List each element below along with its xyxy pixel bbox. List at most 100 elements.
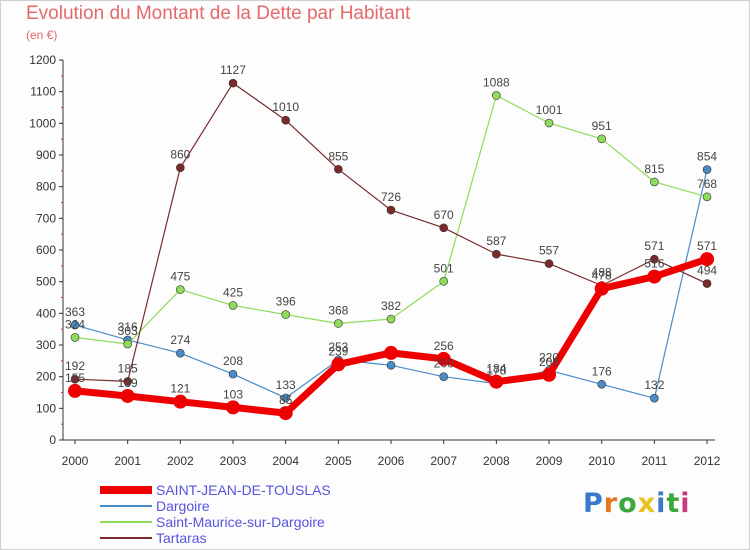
data-point <box>597 379 607 389</box>
data-point <box>281 310 290 319</box>
data-label: 220 <box>539 350 559 364</box>
data-label: 478 <box>592 269 612 283</box>
data-point <box>594 281 609 296</box>
data-label: 239 <box>328 344 348 358</box>
logo-letter: t <box>666 488 681 519</box>
y-tick-label: 1200 <box>29 53 56 67</box>
data-point <box>436 351 451 366</box>
y-tick-label: 600 <box>36 243 56 257</box>
data-point <box>334 319 343 328</box>
data-label: 274 <box>170 333 190 347</box>
data-point <box>278 406 293 421</box>
x-tick-label: 2012 <box>694 454 721 468</box>
data-label: 494 <box>697 264 717 278</box>
data-point <box>702 165 712 174</box>
data-label: 176 <box>592 364 612 378</box>
data-label: 815 <box>644 162 664 176</box>
y-tick-label: 700 <box>36 211 56 225</box>
y-tick-label: 900 <box>36 148 56 162</box>
y-tick-label: 100 <box>36 401 56 415</box>
data-label: 1127 <box>220 63 246 77</box>
data-label: 425 <box>223 285 243 299</box>
x-tick-label: 2003 <box>220 454 247 468</box>
data-point <box>70 320 80 330</box>
data-point <box>650 254 659 264</box>
data-label: 133 <box>276 378 296 392</box>
data-point <box>439 372 448 381</box>
data-point <box>70 374 80 384</box>
legend-swatch <box>100 505 152 507</box>
data-label: 155 <box>65 371 85 385</box>
chart-subtitle: (en €) <box>26 28 58 42</box>
y-tick-label: 0 <box>49 433 56 447</box>
data-label: 587 <box>486 234 506 248</box>
data-label: 178 <box>486 364 506 378</box>
series-saint-maurice-sur-dargoire <box>70 91 712 349</box>
data-point <box>228 301 238 310</box>
data-point <box>123 377 132 386</box>
data-label: 557 <box>539 244 559 258</box>
data-point <box>650 177 659 187</box>
data-point <box>702 192 712 202</box>
data-label: 571 <box>697 239 717 253</box>
data-point <box>650 393 659 403</box>
logo-letter: P <box>583 488 604 519</box>
data-point <box>228 78 238 88</box>
logo-letter: x <box>637 488 657 519</box>
data-label: 670 <box>434 208 454 222</box>
data-point <box>226 400 241 415</box>
data-point <box>70 333 80 342</box>
data-label: 501 <box>434 261 454 275</box>
y-tick-label: 800 <box>36 180 56 194</box>
x-tick-label: 2011 <box>641 454 667 468</box>
legend-label: SAINT-JEAN-DE-TOUSLAS <box>156 482 331 498</box>
data-label: 363 <box>65 305 85 319</box>
x-tick-label: 2001 <box>114 454 141 468</box>
data-label: 316 <box>118 320 138 334</box>
logo-letter: i <box>680 488 691 519</box>
legend-swatch <box>100 537 152 539</box>
data-point <box>176 348 185 358</box>
data-label: 200 <box>434 357 454 371</box>
y-tick-label: 400 <box>36 306 56 320</box>
data-point <box>544 118 554 128</box>
data-point <box>439 223 448 233</box>
data-label: 571 <box>644 239 664 253</box>
data-label: 192 <box>65 359 85 373</box>
data-point <box>176 285 185 294</box>
line-chart: 0 100 200 300 400 500 600 700 800 900 1000 1100 1200… <box>29 53 721 468</box>
data-point <box>173 394 188 409</box>
data-point <box>123 339 132 349</box>
data-label: 85 <box>279 393 293 407</box>
x-tick-label: 2007 <box>430 454 457 468</box>
data-point <box>700 252 715 267</box>
data-point <box>384 345 399 360</box>
data-point <box>68 383 82 398</box>
data-label: 139 <box>118 376 138 390</box>
legend-swatch <box>100 521 152 523</box>
data-label: 185 <box>118 361 138 375</box>
x-tick-label: 2000 <box>62 454 89 468</box>
data-label: 726 <box>381 190 401 204</box>
data-label: 854 <box>697 150 717 164</box>
data-label: 855 <box>328 149 348 163</box>
data-point <box>120 388 135 403</box>
legend-label: Dargoire <box>156 498 210 514</box>
data-point <box>542 367 557 382</box>
x-tick-label: 2008 <box>483 454 510 468</box>
legend-swatch <box>100 486 152 494</box>
series-saint-jean-de-touslas <box>68 252 715 421</box>
data-label: 103 <box>223 387 243 401</box>
data-label: 256 <box>434 339 454 353</box>
data-label: 184 <box>486 362 506 376</box>
x-tick-label: 2004 <box>272 454 299 468</box>
data-label: 382 <box>381 299 401 313</box>
data-label: 475 <box>170 270 190 284</box>
data-point <box>597 134 607 144</box>
data-label: 396 <box>276 295 296 309</box>
data-point <box>386 314 396 324</box>
data-label: 860 <box>170 148 190 162</box>
data-point <box>281 393 290 403</box>
data-label: 208 <box>223 354 243 368</box>
logo-letter: i <box>656 488 667 519</box>
